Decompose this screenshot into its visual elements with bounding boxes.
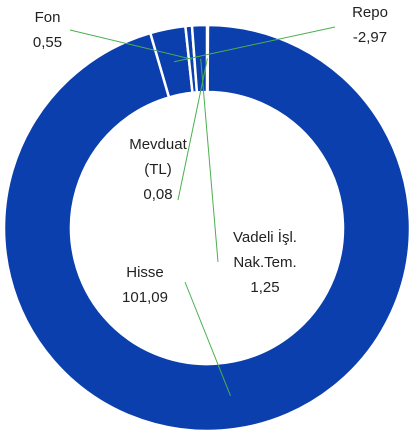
value-label: 1,25	[250, 279, 280, 296]
leader-line	[174, 26, 336, 63]
data-label: Repo -2,97	[330, 0, 410, 50]
slice	[190, 23, 209, 94]
leader-line	[69, 29, 192, 60]
category-label: Repo	[352, 4, 388, 21]
category-label: Vadeli İşl. Nak.Tem.	[233, 229, 297, 271]
data-label: Vadeli İşl. Nak.Tem. 1,25	[210, 225, 320, 300]
data-label: Hisse 101,09	[100, 260, 190, 310]
data-label: Mevduat (TL) 0,08	[118, 132, 198, 207]
value-label: 0,55	[32, 34, 63, 51]
data-label: Fon 0,55	[10, 5, 85, 55]
value-label: -2,97	[352, 29, 388, 46]
leader-line	[184, 281, 231, 397]
slice	[2, 23, 412, 433]
value-label: 101,09	[122, 289, 168, 306]
value-label: 0,08	[143, 186, 173, 203]
leader-line	[200, 58, 219, 263]
category-label: Fon	[34, 9, 61, 26]
category-label: Hisse	[126, 264, 164, 281]
category-label: Mevduat (TL)	[129, 136, 187, 178]
